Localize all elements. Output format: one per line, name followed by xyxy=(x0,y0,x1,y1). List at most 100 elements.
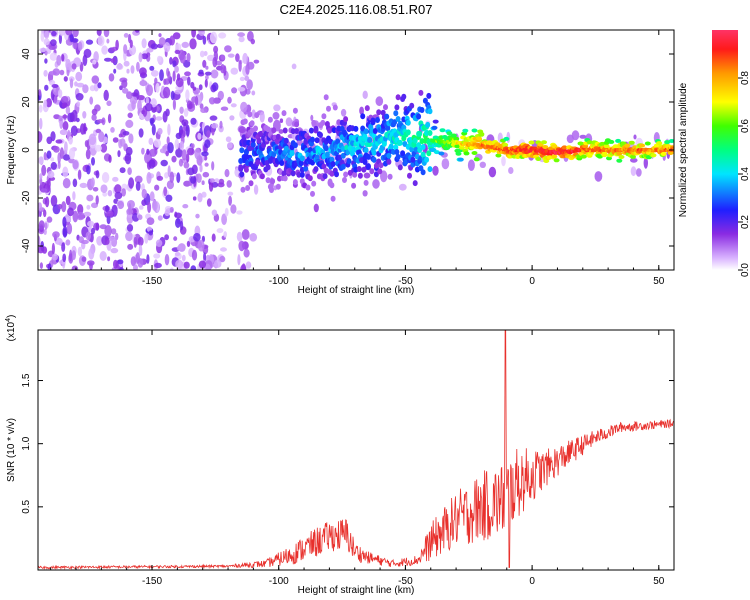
spectrogram-cell xyxy=(204,162,209,167)
spectrogram-ridge-cell xyxy=(630,154,636,159)
spectrogram-ridge-core xyxy=(529,148,532,152)
spectrogram-cell xyxy=(100,143,108,153)
spectrogram-cell xyxy=(153,253,161,259)
spectrogram-cell xyxy=(146,254,150,264)
spectrogram-cell xyxy=(128,177,135,189)
spectrogram-cell xyxy=(153,138,162,148)
spectrogram-cell xyxy=(58,33,63,44)
spectrogram-cell xyxy=(219,255,226,263)
spectrogram-cell xyxy=(209,178,215,183)
spectrogram-cell xyxy=(122,87,129,94)
spectrogram-ridge-core xyxy=(430,138,433,143)
spectrogram-ridge-cell xyxy=(608,139,615,144)
spectrogram-cell xyxy=(44,84,49,91)
spectrogram-ridge-cell xyxy=(352,171,358,178)
spectrogram-cell xyxy=(231,87,238,94)
spectrogram-cell xyxy=(211,126,215,136)
spectrogram-ridge-cell xyxy=(603,144,610,149)
spectrogram-cell xyxy=(80,123,86,135)
spectrogram-cell xyxy=(131,100,136,110)
spectrogram-cell xyxy=(192,196,197,201)
spectrogram-ridge-cell xyxy=(370,117,376,124)
spectrogram-ridge-cell xyxy=(324,151,330,158)
colorbar-tick-label: 0.0 xyxy=(740,263,750,277)
spectrogram-ridge-cell xyxy=(305,184,311,191)
spectrogram-cell xyxy=(62,253,67,263)
spectrogram-ridge-core xyxy=(470,142,473,147)
spectrogram-cell xyxy=(159,69,164,82)
spectrogram-cell xyxy=(103,30,110,38)
snr-ytick-label: 1.5 xyxy=(21,373,32,387)
spectrogram-ylabel: Frequency (Hz) xyxy=(6,116,17,185)
spectrogram-cell xyxy=(202,59,207,68)
spectrogram-cell xyxy=(66,222,73,235)
spectrogram-cell xyxy=(104,238,110,245)
spectrogram-ridge-cell xyxy=(298,160,304,167)
spectrogram-cell xyxy=(98,131,105,143)
spectrogram-ridge-cell xyxy=(427,108,433,115)
spectrogram-ytick-label: 0 xyxy=(21,147,32,153)
spectrogram-cell xyxy=(100,184,108,193)
spectrogram-cell xyxy=(62,228,68,238)
spectrogram-cell xyxy=(169,171,175,184)
spectrogram-cell xyxy=(236,231,243,242)
spectrogram-cell xyxy=(579,134,587,139)
spectrogram-ridge-cell xyxy=(363,147,369,154)
spectrogram-cell xyxy=(50,39,57,47)
spectrogram-ridge-cell xyxy=(400,150,406,157)
spectrogram-ridge-cell xyxy=(401,93,407,100)
spectrogram-ridge-core xyxy=(592,148,595,152)
spectrogram-cell xyxy=(206,198,212,207)
spectrogram-cell xyxy=(158,37,166,46)
spectrogram-cell xyxy=(129,39,133,49)
spectrogram-cell xyxy=(643,157,648,169)
spectrogram-ridge-cell xyxy=(346,158,352,165)
spectrogram-cell xyxy=(43,209,47,218)
spectrogram-cell xyxy=(175,218,181,228)
spectrogram-cell xyxy=(61,54,65,62)
spectrogram-cell xyxy=(340,108,347,117)
spectrogram-cell xyxy=(169,35,175,46)
spectrogram-ridge-cell xyxy=(247,111,253,118)
spectrogram-cell xyxy=(227,96,232,104)
spectrogram-cell xyxy=(164,234,170,241)
spectrogram-cell xyxy=(238,240,245,252)
spectrogram-cell xyxy=(363,172,371,179)
spectrogram-ridge-cell xyxy=(412,180,418,187)
spectrogram-cell xyxy=(359,106,364,115)
spectrogram-cell xyxy=(133,236,137,248)
snr-xtick-label: 0 xyxy=(529,576,535,587)
spectrogram-cell xyxy=(239,76,245,82)
spectrogram-ridge-cell xyxy=(410,156,416,163)
spectrogram-ridge-cell xyxy=(417,130,423,137)
spectrogram-cell xyxy=(199,50,205,58)
snr-multiplier-exp: 4 xyxy=(5,318,12,322)
spectrogram-ridge-cell xyxy=(397,139,403,146)
spectrogram-cell xyxy=(123,60,130,67)
spectrogram-cell xyxy=(227,142,233,149)
spectrogram-cell xyxy=(57,89,63,98)
spectrogram-ridge-cell xyxy=(329,170,335,177)
spectrogram-cell xyxy=(113,259,118,269)
spectrogram-xtick-label: -150 xyxy=(142,276,162,287)
spectrogram-ridge-cell xyxy=(412,137,418,144)
spectrogram-cell xyxy=(221,213,228,226)
spectrogram-cell xyxy=(183,261,190,269)
spectrogram-ridge-cell xyxy=(343,116,349,123)
spectrogram-cell xyxy=(188,103,193,110)
spectrogram-ridge-core xyxy=(478,143,481,147)
spectrogram-ridge-cell xyxy=(292,179,298,186)
spectrogram-ridge-cell xyxy=(535,157,542,161)
spectrogram-cell xyxy=(137,214,143,220)
spectrogram-cell xyxy=(181,41,190,49)
spectrogram-cell xyxy=(164,209,170,217)
spectrogram-cell xyxy=(99,251,107,261)
spectrogram-cell xyxy=(214,178,220,183)
spectrogram-ridge-cell xyxy=(299,171,305,178)
snr-series-line xyxy=(38,330,674,570)
spectrogram-cell xyxy=(199,164,203,173)
svg-text:(x104): (x104) xyxy=(5,315,17,342)
spectrogram-cell xyxy=(112,137,119,143)
spectrogram-cell xyxy=(97,82,102,89)
spectrogram-cell xyxy=(38,235,41,247)
